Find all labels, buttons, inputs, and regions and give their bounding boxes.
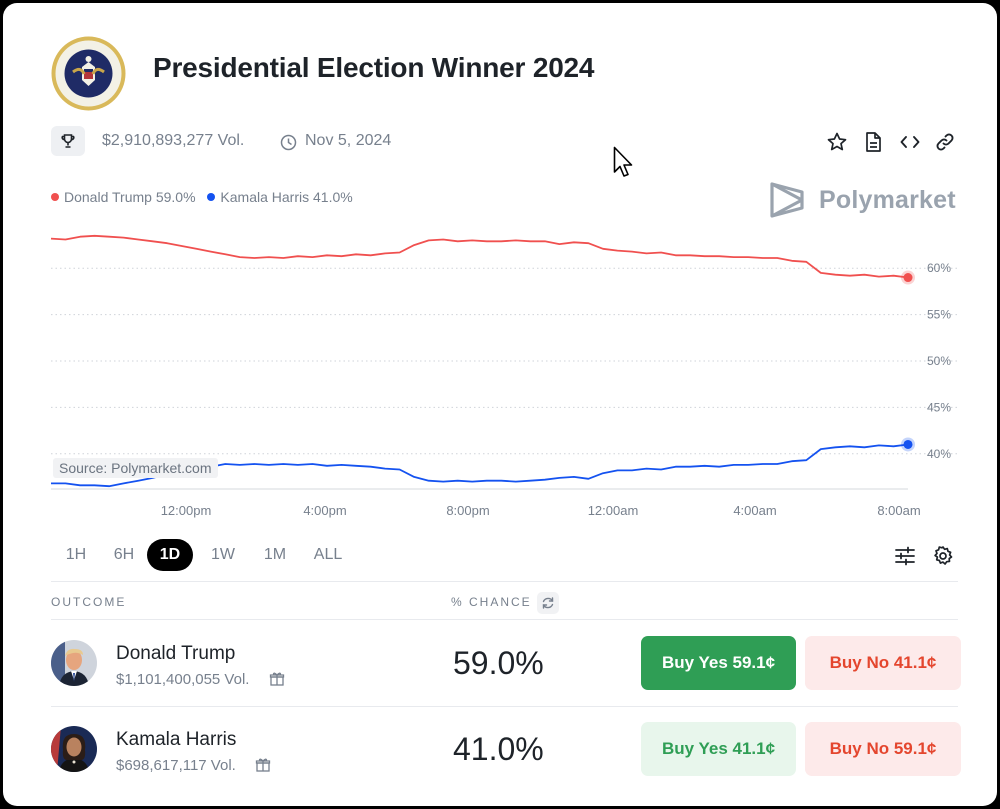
chart-source: Source: Polymarket.com [53, 458, 218, 478]
outcome-chance: 41.0% [453, 731, 544, 767]
document-icon[interactable] [861, 130, 885, 154]
refresh-icon[interactable] [537, 592, 559, 614]
page-title: Presidential Election Winner 2024 [153, 52, 595, 83]
clock-icon [280, 134, 297, 151]
y-tick-label: 60% [927, 261, 951, 275]
x-tick-label: 4:00am [733, 503, 776, 518]
code-icon[interactable] [898, 130, 922, 154]
polymarket-brand: Polymarket [769, 180, 956, 220]
end-point-trump [903, 273, 913, 283]
range-all[interactable]: ALL [313, 546, 343, 563]
price-chart[interactable]: 60% 55% 50% 45% 40% 12:00pm 4:00pm 8:00pm 12:00a… [3, 233, 997, 523]
range-1w[interactable]: 1W [211, 546, 235, 563]
star-icon[interactable] [825, 130, 849, 154]
avatar-harris [51, 726, 97, 772]
chart-legend: Donald Trump 59.0% Kamala Harris 41.0% [51, 189, 361, 205]
outcome-volume: $698,617,117 Vol. [116, 757, 236, 774]
x-tick-label: 12:00am [588, 503, 639, 518]
presidential-seal-icon [51, 36, 126, 111]
buy-no-button[interactable]: Buy No 41.1¢ [805, 636, 961, 690]
gift-icon[interactable] [269, 671, 285, 687]
market-card: Presidential Election Winner 2024 $2,910… [3, 3, 997, 806]
avatar-trump [51, 640, 97, 686]
legend-label: Donald Trump 59.0% [64, 189, 196, 205]
end-point-harris [903, 439, 913, 449]
legend-dot [51, 193, 59, 201]
legend-item-trump: Donald Trump 59.0% [51, 189, 196, 205]
outcome-chance: 59.0% [453, 645, 544, 681]
legend-label: Kamala Harris 41.0% [220, 189, 353, 205]
y-tick-label: 40% [927, 447, 951, 461]
buy-no-button[interactable]: Buy No 59.1¢ [805, 722, 961, 776]
buy-yes-button[interactable]: Buy Yes 41.1¢ [641, 722, 796, 776]
buy-yes-button[interactable]: Buy Yes 59.1¢ [641, 636, 796, 690]
y-tick-label: 55% [927, 308, 951, 322]
trophy-icon[interactable] [51, 126, 85, 156]
x-tick-label: 12:00pm [161, 503, 212, 518]
mouse-cursor-icon [613, 146, 633, 177]
x-tick-label: 8:00pm [446, 503, 489, 518]
link-icon[interactable] [933, 130, 957, 154]
outcome-name: Kamala Harris [116, 729, 237, 750]
market-volume: $2,910,893,277 Vol. [102, 132, 245, 149]
y-tick-label: 45% [927, 400, 951, 414]
x-tick-label: 4:00pm [303, 503, 346, 518]
column-header-outcome: OUTCOME [51, 595, 127, 609]
divider [51, 581, 958, 582]
gear-icon[interactable] [931, 544, 955, 568]
series-line-trump [50, 234, 909, 279]
gift-icon[interactable] [255, 757, 271, 773]
outcome-row-harris: Kamala Harris $698,617,117 Vol. 41.0% Bu… [51, 706, 961, 792]
sliders-icon[interactable] [893, 544, 917, 568]
outcome-name: Donald Trump [116, 643, 236, 664]
x-tick-label: 8:00am [877, 503, 920, 518]
brand-name: Polymarket [819, 186, 956, 214]
outcome-row-trump: Donald Trump $1,101,400,055 Vol. 59.0% B… [51, 620, 961, 706]
range-1d[interactable]: 1D [147, 539, 193, 571]
range-1m[interactable]: 1M [263, 546, 287, 563]
market-end-date: Nov 5, 2024 [305, 132, 392, 149]
range-6h[interactable]: 6H [113, 546, 135, 563]
y-tick-label: 50% [927, 354, 951, 368]
polymarket-logo-icon [770, 182, 804, 218]
legend-dot [207, 193, 216, 201]
divider [51, 619, 958, 620]
legend-item-harris: Kamala Harris 41.0% [207, 189, 353, 205]
range-1h[interactable]: 1H [65, 546, 87, 563]
divider [51, 706, 958, 707]
column-header-chance: % CHANCE [451, 595, 532, 609]
outcome-volume: $1,101,400,055 Vol. [116, 671, 250, 688]
